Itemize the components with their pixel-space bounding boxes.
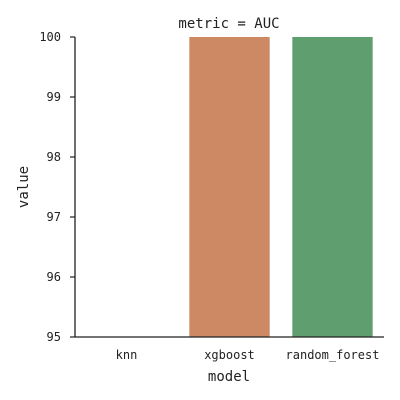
y-tick-label: 96: [47, 270, 61, 284]
y-tick-label: 99: [47, 90, 61, 104]
y-ticks-group: 95 96 97 98 99 100: [39, 30, 75, 344]
y-tick-label: 95: [47, 330, 61, 344]
x-tick-label: knn: [116, 348, 138, 362]
bar-random-forest: [292, 37, 373, 337]
bars-group: [189, 37, 373, 337]
y-tick-label: 97: [47, 210, 61, 224]
x-axis-label: model: [208, 369, 250, 385]
y-tick-label: 100: [39, 30, 61, 44]
chart-title: metric = AUC: [178, 16, 279, 32]
x-tick-label: xgboost: [204, 348, 255, 362]
x-ticks-group: knn xgboost random_forest: [116, 348, 380, 362]
x-tick-label: random_forest: [286, 348, 380, 362]
y-tick-label: 98: [47, 150, 61, 164]
bar-xgboost: [189, 37, 270, 337]
y-axis-label: value: [16, 166, 32, 208]
